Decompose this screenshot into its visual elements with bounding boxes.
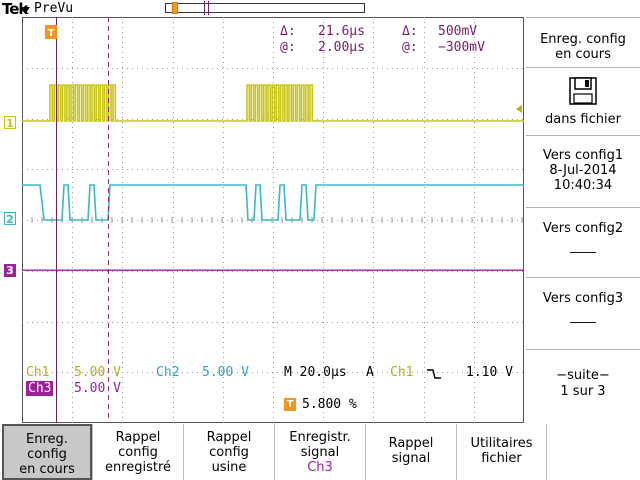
- side-menu: Enreg. config en cours dans fichier Vers…: [526, 17, 640, 423]
- side-button-to-config2[interactable]: Vers config2 ____: [526, 207, 640, 277]
- record-view-right-marker: [208, 1, 209, 15]
- side-button-more[interactable]: −suite− 1 sur 3: [526, 349, 640, 423]
- ch3-ground-marker[interactable]: 3: [4, 264, 16, 277]
- trigger-position-readout: 5.800 %: [302, 397, 357, 412]
- side-button-line: −suite−: [556, 368, 610, 383]
- bottom-button-line: fichier: [481, 451, 522, 466]
- waveform-canvas: T: [22, 17, 524, 423]
- bottom-button-line: Ch3: [307, 460, 333, 475]
- side-button-line: 1 sur 3: [560, 384, 606, 399]
- bottom-button-line: Rappel: [206, 430, 252, 445]
- falling-edge-icon: [427, 369, 441, 379]
- cursor-delta-time-value: 21.6µs: [318, 24, 365, 39]
- trigger-marker-letter: T: [48, 28, 55, 39]
- bottom-button-line: Utilitaires: [470, 436, 533, 451]
- floppy-disk-icon: [569, 77, 597, 105]
- cursor-delta-volt-value: 500mV: [438, 24, 478, 39]
- side-button-line: Enreg. config: [540, 32, 626, 47]
- side-button-to-config3[interactable]: Vers config3 ____: [526, 277, 640, 349]
- ch3-waveform: [22, 269, 523, 271]
- side-button-line: 10:40:34: [553, 178, 613, 193]
- side-button-to-file[interactable]: dans fichier: [526, 67, 640, 135]
- bottom-button-line: Rappel: [388, 436, 434, 451]
- brand-logo: Tek: [2, 0, 28, 18]
- side-button-to-config1[interactable]: Vers config1 8-Jul-2014 10:40:34: [526, 135, 640, 207]
- side-button-line: Vers config2: [542, 221, 624, 236]
- ch2-scale: 5.00 V: [202, 365, 249, 380]
- record-position-marker: [172, 2, 178, 14]
- bottom-button-line: usine: [211, 460, 247, 475]
- side-button-save-current-config[interactable]: Enreg. config en cours: [526, 17, 640, 67]
- ch2-waveform: [22, 184, 524, 221]
- cursor-at-time-label: @:: [280, 40, 296, 55]
- cursor-at-time-value: 2.00µs: [318, 40, 365, 55]
- bottom-button-line: Enregistr.: [289, 430, 351, 445]
- side-button-line: ____: [570, 309, 596, 324]
- ch2-label: Ch2: [156, 365, 180, 380]
- trigger-level: 1.10 V: [466, 365, 513, 380]
- trigger-source: Ch1: [390, 365, 414, 380]
- bottom-button-line: signal: [391, 451, 431, 466]
- trigger-marker-icon: [45, 25, 57, 39]
- bottom-button-line: config: [209, 445, 249, 460]
- ch3-label: Ch3: [26, 381, 54, 396]
- side-button-line: 8-Jul-2014: [549, 163, 617, 178]
- side-button-line: Vers config3: [542, 291, 624, 306]
- trigger-level-arrow-icon: [516, 105, 522, 113]
- bottom-button-line: config: [27, 447, 67, 462]
- bottom-button-line: config: [118, 445, 158, 460]
- timebase-readout: M 20.0µs: [284, 365, 347, 380]
- cursor-at-volt-value: −300mV: [438, 40, 485, 55]
- ch1-waveform: [22, 84, 524, 122]
- acquisition-mode-readout: A: [366, 365, 374, 380]
- ch1-scale: 5.00 V: [74, 365, 121, 380]
- record-view-bar: [165, 1, 365, 15]
- acquisition-mode: PreVu: [34, 1, 74, 16]
- bottom-button-save-current-config[interactable]: Enreg. config en cours: [2, 424, 92, 480]
- bottom-button-recall-factory-config[interactable]: Rappel config usine: [183, 424, 274, 480]
- cursor-delta-volt-label: Δ:: [402, 24, 418, 39]
- bottom-button-line: en cours: [19, 462, 75, 477]
- ch1-label: Ch1: [26, 365, 50, 380]
- bottom-button-line: Rappel: [115, 430, 161, 445]
- ch1-ground-marker[interactable]: 1: [4, 116, 16, 130]
- bottom-button-file-utilities[interactable]: Utilitaires fichier: [456, 424, 547, 480]
- trigger-point-icon: [22, 7, 30, 13]
- cursor-delta-time-label: Δ:: [280, 24, 296, 39]
- side-button-line: Vers config1: [542, 148, 624, 163]
- bottom-button-save-waveform[interactable]: Enregistr. signal Ch3: [274, 424, 365, 480]
- top-bar: Tek PreVu: [0, 0, 640, 18]
- side-button-line: ____: [570, 239, 596, 254]
- cursor-at-volt-label: @:: [402, 40, 418, 55]
- bottom-button-recall-saved-config[interactable]: Rappel config enregistré: [92, 424, 183, 480]
- record-view-left-marker: [204, 1, 205, 15]
- bottom-button-line: Enreg.: [26, 432, 68, 447]
- side-button-line: dans fichier: [545, 112, 621, 127]
- side-button-line: en cours: [555, 47, 611, 62]
- bottom-menu: Enreg. config en cours Rappel config enr…: [0, 424, 640, 480]
- ch2-ground-marker[interactable]: 2: [4, 212, 16, 226]
- trigger-position-icon: T: [284, 398, 296, 411]
- bottom-button-recall-waveform[interactable]: Rappel signal: [365, 424, 456, 480]
- bottom-button-line: signal: [300, 445, 340, 460]
- bottom-button-line: enregistré: [104, 460, 172, 475]
- ch3-scale: 5.00 V: [74, 381, 121, 396]
- waveform-display: T Δ: 21.6µs Δ: 500mV @: 2.00µs @: −300mV…: [22, 17, 524, 423]
